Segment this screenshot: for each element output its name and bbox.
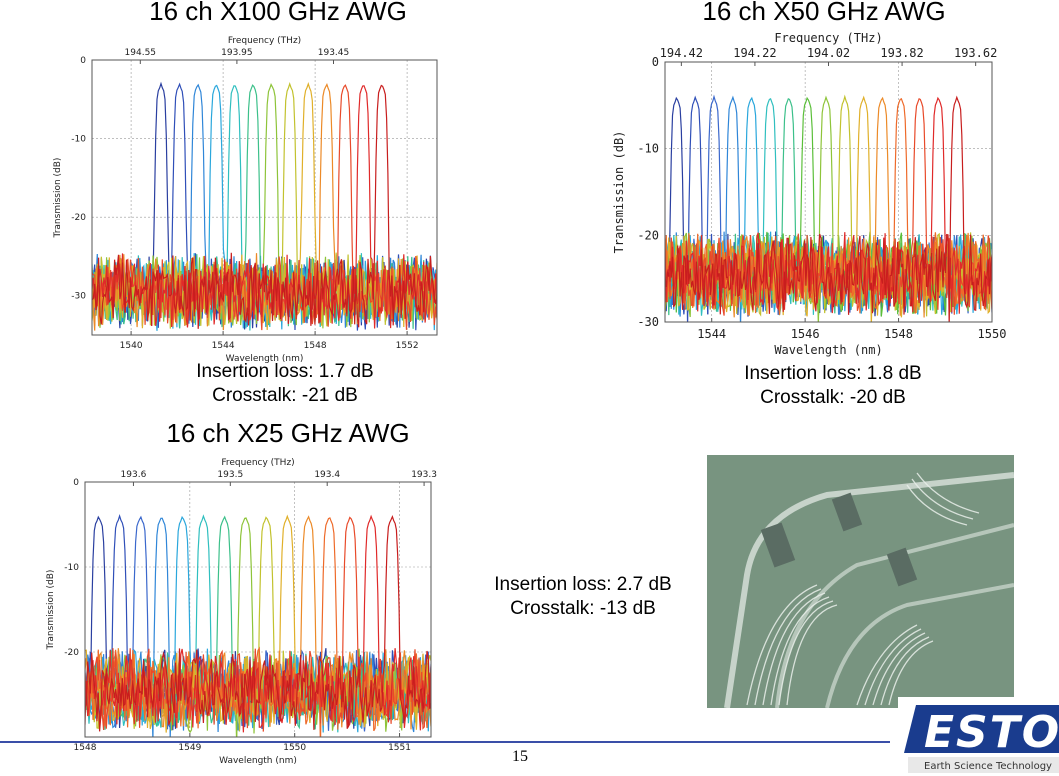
y-axis-label: Transmission (dB) [53, 158, 63, 239]
top-axis-label: Frequency (THz) [774, 31, 882, 45]
y-tick-label: 0 [652, 55, 659, 69]
x-tick-label: 1544 [212, 341, 235, 351]
svg-text:Earth Science Technology: Earth Science Technology [924, 761, 1052, 772]
x-tick-label: 1551 [388, 743, 411, 753]
insertion-loss-100ghz: Insertion loss: 1.7 dB [196, 361, 374, 382]
top-axis-label: Frequency (THz) [228, 36, 301, 46]
x-tick-label: 1549 [178, 743, 201, 753]
plot-frame [84, 481, 432, 738]
top-tick-label: 193.6 [121, 470, 147, 480]
top-tick-label: 193.95 [221, 48, 253, 58]
top-tick-label: 193.3 [411, 470, 437, 480]
stats-50ghz: Insertion loss: 1.8 dB Crosstalk: -20 dB [688, 362, 978, 410]
top-tick-label: 193.4 [314, 470, 340, 480]
x-tick-label: 1550 [283, 743, 306, 753]
x-axis-label: Wavelength (nm) [219, 756, 297, 766]
x-tick-label: 1548 [74, 743, 97, 753]
top-tick-label: 194.55 [125, 48, 157, 58]
top-tick-label: 193.62 [954, 46, 997, 60]
channel-15-line [85, 515, 431, 732]
channel-16-line [665, 95, 992, 322]
y-axis-label: Transmission (dB) [46, 570, 56, 651]
y-tick-label: -30 [637, 315, 659, 329]
top-axis-label: Frequency (THz) [221, 458, 294, 468]
stats-25ghz: Insertion loss: 2.7 dB Crosstalk: -13 dB [438, 573, 728, 621]
insertion-loss-50ghz: Insertion loss: 1.8 dB [744, 363, 922, 384]
channel-12-line [85, 517, 431, 737]
chart-title-100ghz: 16 ch X100 GHz AWG [149, 0, 407, 26]
esto-logo-icon: ESTO Earth Science Technology [898, 697, 1059, 776]
chart-title-25ghz: 16 ch X25 GHz AWG [166, 418, 410, 448]
footer-divider [0, 741, 890, 743]
top-tick-label: 193.45 [318, 48, 350, 58]
awg-chip-photo-icon [707, 455, 1014, 708]
plot-frame [91, 59, 438, 336]
crosstalk-25ghz: Crosstalk: -13 dB [510, 598, 656, 619]
page-number: 15 [512, 748, 528, 765]
channel-13-line [92, 84, 437, 329]
y-tick-label: -10 [71, 135, 86, 145]
chart-title-50ghz: 16 ch X50 GHz AWG [702, 0, 946, 26]
y-tick-label: -20 [637, 228, 659, 242]
x-tick-label: 1550 [978, 327, 1007, 341]
x-tick-label: 1544 [697, 327, 726, 341]
x-axis-label: Wavelength (nm) [226, 354, 304, 364]
channel-15-line [665, 96, 992, 314]
y-tick-label: -10 [64, 563, 79, 573]
y-tick-label: -10 [637, 142, 659, 156]
y-tick-label: 0 [73, 478, 79, 488]
top-tick-label: 194.42 [660, 46, 703, 60]
y-tick-label: 0 [80, 56, 86, 66]
crosstalk-50ghz: Crosstalk: -20 dB [760, 387, 906, 408]
x-axis-label: Wavelength (nm) [774, 343, 882, 357]
stats-100ghz: Insertion loss: 1.7 dB Crosstalk: -21 dB [140, 360, 430, 408]
top-tick-label: 194.22 [733, 46, 776, 60]
x-tick-label: 1546 [791, 327, 820, 341]
y-tick-label: -20 [71, 213, 86, 223]
svg-text:ESTO: ESTO [924, 707, 1059, 758]
y-tick-label: -20 [64, 648, 79, 658]
y-tick-label: -30 [71, 292, 86, 302]
x-tick-label: 1548 [884, 327, 913, 341]
top-tick-label: 194.02 [807, 46, 850, 60]
insertion-loss-25ghz: Insertion loss: 2.7 dB [494, 574, 672, 595]
top-tick-label: 193.82 [880, 46, 923, 60]
x-tick-label: 1548 [304, 341, 327, 351]
top-tick-label: 193.5 [217, 470, 243, 480]
x-tick-label: 1540 [120, 341, 143, 351]
y-axis-label: Transmission (dB) [612, 131, 626, 254]
x-tick-label: 1552 [396, 341, 419, 351]
crosstalk-100ghz: Crosstalk: -21 dB [212, 385, 358, 406]
